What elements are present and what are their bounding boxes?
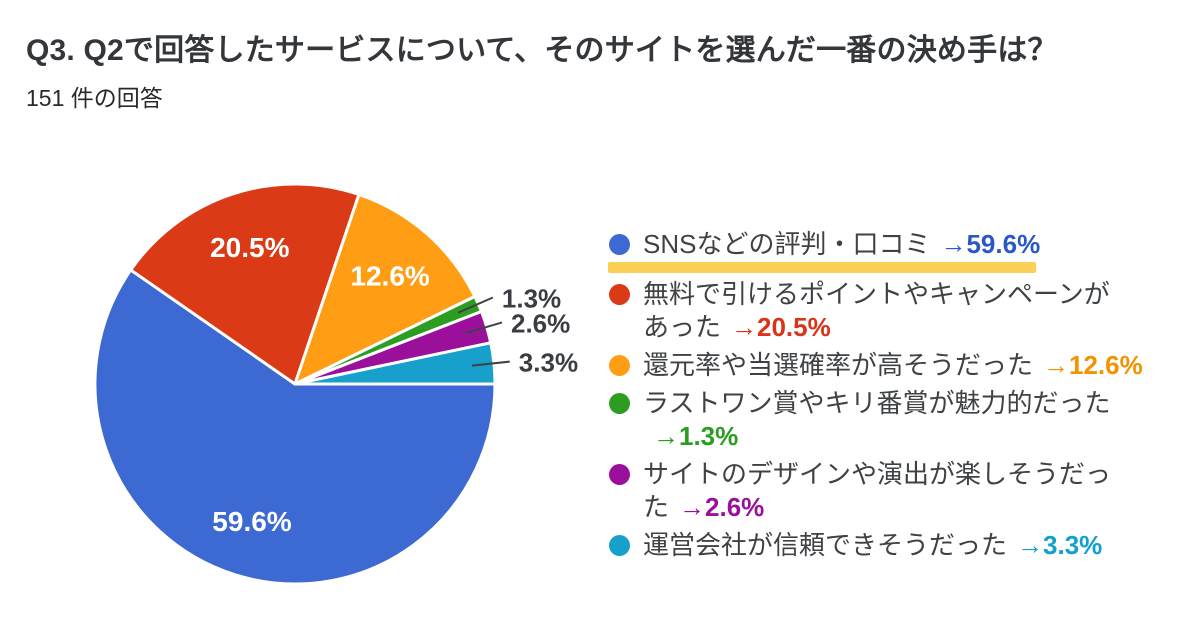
- legend-color-dot: [609, 464, 630, 485]
- legend-percentage: →59.6%: [940, 229, 1041, 259]
- legend-label: ラストワン賞やキリ番賞が魅力的だった: [643, 388, 1111, 418]
- legend-row: サイトのデザインや演出が楽しそうだっ た →2.6%: [608, 458, 1196, 524]
- legend-row: ラストワン賞やキリ番賞が魅力的だった→1.3%: [608, 387, 1196, 453]
- legend-label: SNSなどの評判・口コミ: [643, 229, 931, 259]
- legend-item: 無料で引けるポイントやキャンペーンが あった →20.5%: [608, 278, 1196, 344]
- slice-value-callout: 2.6%: [511, 308, 570, 338]
- legend-highlight-bar: [608, 262, 1036, 273]
- legend-percentage: →12.6%: [1043, 350, 1143, 380]
- legend-row: 無料で引けるポイントやキャンペーンが あった →20.5%: [608, 278, 1196, 344]
- chart-legend: SNSなどの評判・口コミ →59.6% 無料で引けるポイントやキャンペーンが あっ…: [608, 228, 1196, 567]
- legend-percentage: →3.3%: [1017, 530, 1103, 560]
- legend-text: ラストワン賞やキリ番賞が魅力的だった→1.3%: [643, 387, 1196, 453]
- legend-text: 還元率や当選確率が高そうだった →12.6%: [643, 349, 1143, 382]
- callout-leader-line: [471, 360, 510, 367]
- slice-value-callout: 1.3%: [502, 284, 561, 314]
- legend-label: 無料で引けるポイントやキャンペーンが あった: [643, 279, 1110, 342]
- legend-item: 運営会社が信頼できそうだった →3.3%: [608, 529, 1196, 562]
- pie-slice-3: [293, 193, 477, 386]
- legend-text: SNSなどの評判・口コミ →59.6%: [643, 228, 1040, 261]
- legend-item: ラストワン賞やキリ番賞が魅力的だった→1.3%: [608, 387, 1196, 453]
- slice-value-label: 59.6%: [212, 506, 291, 537]
- legend-percentage: →2.6%: [679, 492, 765, 522]
- legend-row: 運営会社が信頼できそうだった →3.3%: [608, 529, 1196, 562]
- legend-item: SNSなどの評判・口コミ →59.6%: [608, 228, 1196, 273]
- legend-percentage: →20.5%: [731, 312, 831, 342]
- callout-leader-line: [465, 321, 503, 335]
- pie-slice-5: [293, 309, 493, 386]
- slice-value-callout: 3.3%: [519, 348, 578, 378]
- legend-text: 運営会社が信頼できそうだった →3.3%: [643, 529, 1102, 562]
- page-title: Q3. Q2で回答したサービスについて、そのサイトを選んだ一番の決め手は？: [26, 34, 1058, 67]
- legend-item: 還元率や当選確率が高そうだった →12.6%: [608, 349, 1196, 382]
- legend-color-dot: [609, 393, 630, 414]
- legend-color-dot: [609, 355, 630, 376]
- legend-label: 還元率や当選確率が高そうだった: [643, 350, 1034, 380]
- legend-percentage: →1.3%: [653, 421, 739, 451]
- callout-leader-line: [457, 296, 494, 314]
- pie-slice-1: [93, 268, 497, 586]
- pie-slice-4: [293, 295, 483, 386]
- legend-item: サイトのデザインや演出が楽しそうだっ た →2.6%: [608, 458, 1196, 524]
- legend-text: 無料で引けるポイントやキャンペーンが あった →20.5%: [643, 278, 1110, 344]
- legend-text: サイトのデザインや演出が楽しそうだっ た →2.6%: [643, 458, 1111, 524]
- legend-color-dot: [609, 535, 630, 556]
- legend-label: 運営会社が信頼できそうだった: [643, 530, 1008, 560]
- slice-value-label: 20.5%: [210, 232, 289, 263]
- legend-color-dot: [609, 284, 630, 305]
- pie-slice-2: [129, 182, 361, 386]
- legend-row: 還元率や当選確率が高そうだった →12.6%: [608, 349, 1196, 382]
- response-count: 151 件の回答: [26, 85, 163, 111]
- legend-label: サイトのデザインや演出が楽しそうだっ た: [643, 459, 1112, 522]
- legend-row: SNSなどの評判・口コミ →59.6%: [608, 228, 1196, 261]
- legend-color-dot: [609, 234, 630, 255]
- pie-slice-6: [293, 341, 497, 386]
- slice-value-label: 12.6%: [350, 260, 429, 291]
